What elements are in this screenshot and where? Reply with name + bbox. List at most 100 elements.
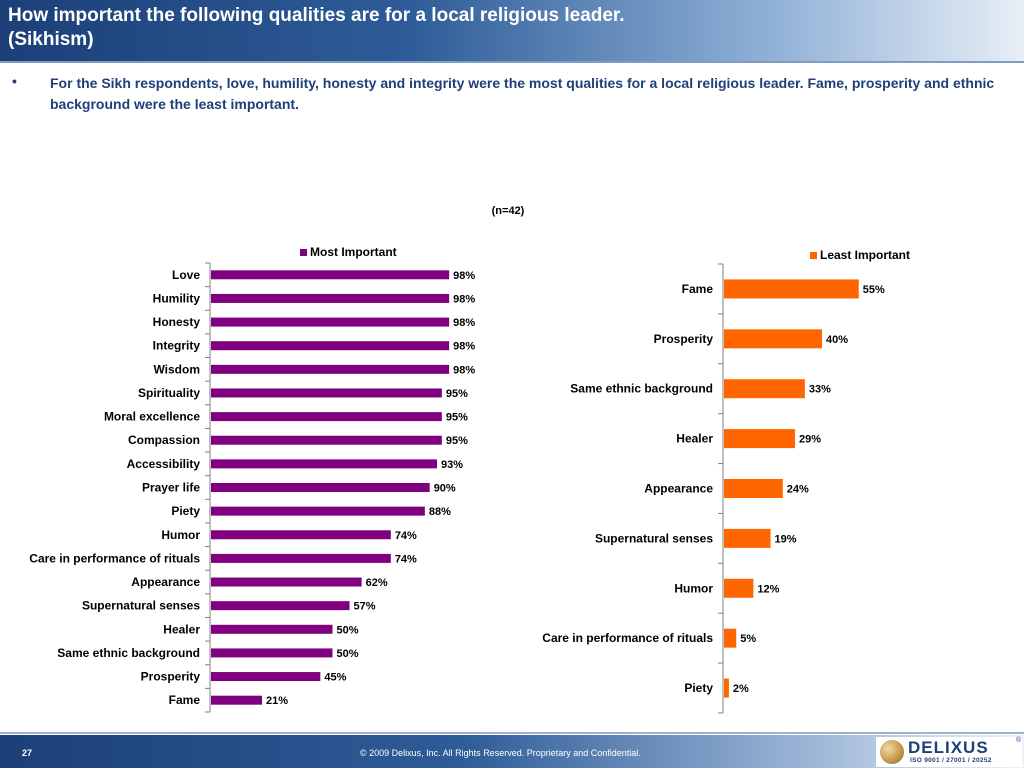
company-logo: DELIXUS ® ISO 9001 / 27001 / 20252 <box>876 737 1022 767</box>
least-bar-healer <box>724 429 796 449</box>
most-important-chart: Most Important Love 98% Humility 98% Honesty 9… <box>29 245 475 713</box>
most-category-label: Healer <box>163 622 200 636</box>
slide-title-line-1: How important the following qualities ar… <box>8 5 625 26</box>
least-category-label: Appearance <box>644 482 713 496</box>
least-legend-swatch <box>810 252 817 259</box>
most-value-label: 98% <box>453 364 475 376</box>
most-category-label: Moral excellence <box>104 410 200 424</box>
least-important-chart: Least Important Fame 55% Prosperity 40% Same … <box>542 248 910 714</box>
most-bar-honesty <box>211 317 450 327</box>
least-bar-supernatural-senses <box>724 528 771 548</box>
most-value-label: 45% <box>324 672 346 684</box>
most-category-label: Spirituality <box>138 386 200 400</box>
least-category-label: Supernatural senses <box>595 531 713 545</box>
least-category-label: Humor <box>674 581 713 595</box>
least-category-label: Same ethnic background <box>570 382 713 396</box>
least-bar-fame <box>724 279 859 299</box>
most-value-label: 62% <box>366 577 388 589</box>
slide-title-line-2: (Sikhism) <box>8 29 94 50</box>
most-bar-love <box>211 270 450 280</box>
most-category-label: Humor <box>161 528 200 542</box>
most-category-label: Humility <box>153 291 201 305</box>
copyright-text: © 2009 Delixus, Inc. All Rights Reserved… <box>360 748 641 758</box>
globe-icon <box>880 740 904 764</box>
most-category-label: Fame <box>169 693 201 707</box>
most-category-label: Integrity <box>153 339 201 353</box>
most-value-label: 74% <box>395 553 417 565</box>
most-bar-care-in-performance-of-rituals <box>211 553 391 563</box>
most-value-label: 98% <box>453 270 475 282</box>
least-category-label: Care in performance of rituals <box>542 631 713 645</box>
least-value-label: 5% <box>740 633 756 645</box>
most-value-label: 74% <box>395 530 417 542</box>
most-bar-wisdom <box>211 364 450 374</box>
most-bar-supernatural-senses <box>211 601 350 611</box>
most-bar-fame <box>211 695 263 705</box>
most-legend-swatch <box>300 249 307 256</box>
logo-iso-text: ISO 9001 / 27001 / 20252 <box>910 757 992 764</box>
logo-name: DELIXUS <box>908 738 989 757</box>
least-category-label: Fame <box>682 282 714 296</box>
least-category-label: Piety <box>684 681 713 695</box>
most-bar-prayer-life <box>211 483 430 492</box>
most-bar-accessibility <box>211 459 437 469</box>
most-bar-moral-excellence <box>211 412 442 422</box>
least-bar-same-ethnic-background <box>724 379 805 399</box>
slide-header: How important the following qualities ar… <box>0 0 1024 61</box>
most-value-label: 95% <box>446 412 468 424</box>
least-value-label: 55% <box>863 284 885 296</box>
most-value-label: 50% <box>337 624 359 636</box>
slide-title: How important the following qualities ar… <box>8 4 1008 52</box>
least-legend-label: Least Important <box>820 248 910 262</box>
most-bar-prosperity <box>211 672 321 682</box>
most-value-label: 93% <box>441 459 463 471</box>
least-bar-care-in-performance-of-rituals <box>724 628 737 648</box>
least-bar-prosperity <box>724 329 822 349</box>
registered-mark: ® <box>1016 737 1022 744</box>
footer <box>0 735 1024 768</box>
bullet-icon: • <box>12 73 17 89</box>
most-bar-appearance <box>211 577 362 587</box>
most-legend-label: Most Important <box>310 245 397 259</box>
most-category-label: Piety <box>171 504 200 518</box>
most-category-label: Appearance <box>131 575 200 589</box>
least-value-label: 2% <box>733 683 749 695</box>
most-bar-same-ethnic-background <box>211 648 333 658</box>
most-category-label: Prosperity <box>141 670 201 684</box>
most-value-label: 98% <box>453 293 475 305</box>
least-value-label: 19% <box>775 533 797 545</box>
most-category-label: Love <box>172 268 200 282</box>
footer-divider <box>0 732 1024 734</box>
most-value-label: 21% <box>266 695 288 707</box>
most-category-label: Supernatural senses <box>82 599 200 613</box>
least-bar-humor <box>724 578 754 598</box>
most-value-label: 95% <box>446 388 468 400</box>
least-value-label: 33% <box>809 384 831 396</box>
most-category-label: Honesty <box>153 315 201 329</box>
most-value-label: 88% <box>429 506 451 518</box>
most-category-label: Prayer life <box>142 481 200 495</box>
least-category-label: Prosperity <box>654 332 714 346</box>
least-value-label: 29% <box>799 434 821 446</box>
sample-size-label: (n=42) <box>491 205 525 217</box>
least-value-label: 24% <box>787 484 809 496</box>
page-number: 27 <box>22 748 33 758</box>
least-value-label: 12% <box>757 583 779 595</box>
header-divider <box>0 61 1024 63</box>
most-value-label: 95% <box>446 435 468 447</box>
most-category-label: Wisdom <box>153 362 200 376</box>
most-category-label: Care in performance of rituals <box>29 551 200 565</box>
most-bar-spirituality <box>211 388 442 398</box>
most-bar-integrity <box>211 341 450 351</box>
most-bar-compassion <box>211 435 442 445</box>
most-value-label: 90% <box>434 483 456 495</box>
most-value-label: 98% <box>453 317 475 329</box>
least-bar-appearance <box>724 479 783 498</box>
summary-text: For the Sikh respondents, love, humility… <box>50 75 995 112</box>
most-bar-humor <box>211 530 391 540</box>
most-category-label: Compassion <box>128 433 200 447</box>
most-value-label: 50% <box>337 648 359 660</box>
most-value-label: 98% <box>453 341 475 353</box>
most-value-label: 57% <box>354 601 376 613</box>
most-bar-healer <box>211 624 333 634</box>
